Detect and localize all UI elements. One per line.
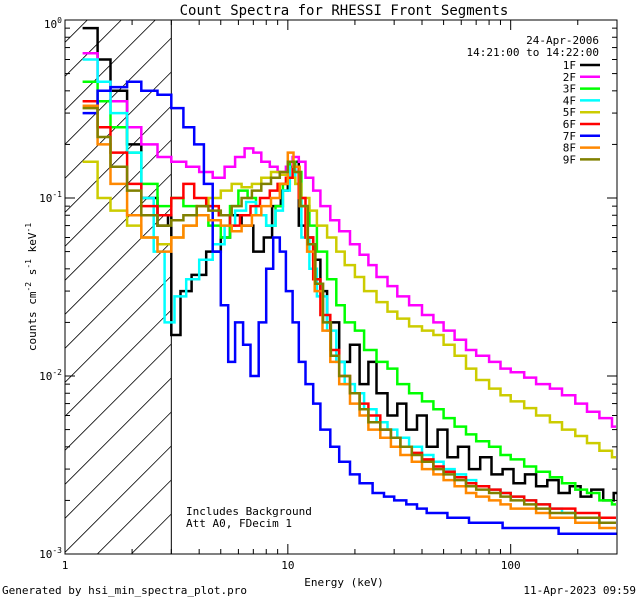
hatch-line (65, 173, 172, 281)
x-axis-label: Energy (keV) (304, 576, 383, 589)
hatch-line (65, 0, 171, 8)
hatch-line (65, 105, 172, 213)
legend-label-7F: 7F (563, 130, 576, 143)
series-7F-line (82, 80, 617, 535)
footer-generated-by: Generated by hsi_min_spectra_plot.pro (2, 584, 248, 597)
hatch-line (65, 20, 156, 111)
hatch-line (65, 139, 172, 247)
legend-label-5F: 5F (563, 106, 576, 119)
time-range-label: 14:21:00 to 14:22:00 (467, 46, 599, 59)
series-8F-line (82, 104, 616, 530)
legend-label-9F: 9F (563, 153, 576, 166)
series-group (82, 26, 617, 535)
series-2F-line (82, 52, 616, 428)
y-tick-label-1e-3: 10-3 (39, 546, 62, 561)
legend-label-3F: 3F (563, 83, 576, 96)
legend-label-8F: 8F (563, 142, 576, 155)
hatch-line (65, 275, 172, 383)
footer-timestamp: 11-Apr-2023 09:59 (523, 584, 636, 597)
legend-label-6F: 6F (563, 118, 576, 131)
date-label: 24-Apr-2006 (526, 34, 599, 47)
x-tick-label-10: 10 (281, 559, 294, 572)
annotation-attenuator: Att A0, FDecim 1 (186, 517, 292, 530)
hatch-line (65, 445, 172, 553)
hatch-line (65, 20, 88, 43)
hatch-line (96, 479, 172, 554)
series-4F-line (82, 58, 616, 524)
series-3F-line (82, 80, 616, 506)
x-tick-label-1: 1 (62, 559, 69, 572)
y-tick-label-1e-1: 10-1 (39, 190, 62, 205)
hatch-line (65, 20, 122, 77)
hatch-line (65, 309, 172, 417)
annotation-background: Includes Background (186, 505, 312, 518)
hatch-line (65, 241, 172, 349)
y-tick-label-1e-2: 10-2 (39, 368, 62, 383)
plot-frame (64, 19, 618, 555)
chart-title: Count Spectra for RHESSI Front Segments (180, 3, 509, 19)
series-9F-line (82, 106, 616, 524)
series-6F-line (82, 99, 616, 519)
series-1F-line (82, 26, 617, 502)
axis-ticks (64, 19, 618, 555)
legend-label-2F: 2F (563, 71, 576, 84)
legend-label-1F: 1F (563, 59, 576, 72)
hatch-line (65, 343, 172, 451)
legend-label-4F: 4F (563, 94, 576, 107)
x-tick-label-100: 100 (501, 559, 521, 572)
y-axis-label: counts cm-2 s-1 keV-1 (24, 223, 39, 351)
hatch-line (65, 411, 172, 519)
y-tick-label-1e0: 100 (44, 16, 62, 31)
hatch-line (130, 513, 172, 554)
hatch-line (65, 377, 172, 485)
hatch-line (65, 207, 172, 315)
